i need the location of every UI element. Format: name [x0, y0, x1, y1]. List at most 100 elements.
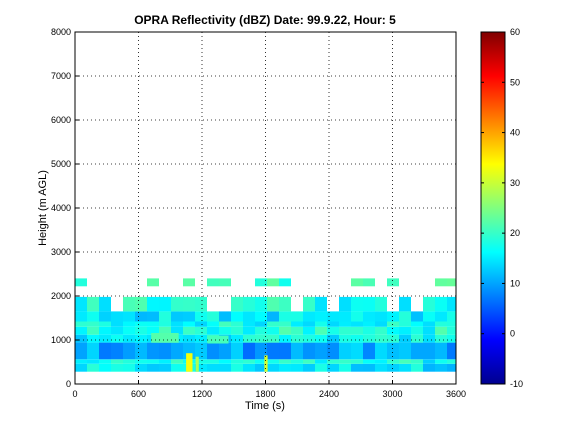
heatmap-cell-band-3 [363, 334, 375, 343]
heatmap-cell-strong-3 [151, 333, 179, 343]
y-tick-label: 8000 [51, 27, 71, 37]
heatmap-cell-band-1 [363, 359, 375, 364]
heatmap-cell-band-6 [75, 311, 87, 322]
heatmap-cell-band-2 [87, 342, 99, 360]
heatmap-cell-band-3 [375, 334, 387, 343]
heatmap-cell-band-0 [267, 363, 279, 372]
heatmap-cell-band-1 [399, 359, 411, 364]
heatmap-cell-band-4 [207, 326, 219, 335]
heatmap-cell-band-6 [183, 311, 195, 322]
heatmap-cell-band-7 [267, 296, 279, 312]
heatmap-cell-band-1 [375, 359, 387, 364]
heatmap-cell-band-5 [243, 321, 255, 327]
heatmap-cell-band-8 [435, 278, 447, 287]
heatmap-cell-band-2 [399, 342, 411, 360]
heatmap-cell-band-1 [111, 359, 123, 364]
heatmap-cell-band-6 [267, 311, 279, 322]
heatmap-cell-band-0 [111, 363, 123, 372]
heatmap-cell-band-0 [135, 363, 147, 372]
y-axis-ticks: 0 1000 2000 3000 4000 5000 6000 7000 8000 [51, 27, 79, 389]
x-axis-label: Time (s) [245, 400, 285, 412]
heatmap-cell-band-0 [99, 363, 111, 372]
heatmap-cell-band-7 [87, 296, 99, 312]
heatmap-cell-band-1 [387, 359, 399, 364]
y-tick-label: 1000 [51, 335, 71, 345]
x-tick-label: 600 [131, 389, 146, 399]
heatmap-cell-band-8 [183, 278, 195, 287]
heatmap-cell-band-0 [207, 363, 219, 372]
heatmap-cell-band-6 [327, 311, 339, 322]
heatmap-cell-band-1 [447, 359, 456, 364]
heatmap-cell-band-4 [291, 326, 303, 335]
heatmap-cell-band-7 [195, 296, 207, 312]
colorbar-ticks: -10 0 10 20 30 40 50 60 [481, 27, 523, 389]
heatmap-cell-band-3 [231, 334, 243, 343]
heatmap-cell-band-7 [279, 296, 291, 312]
heatmap-cell-band-1 [315, 359, 327, 364]
heatmap-cell-strong-0 [186, 353, 193, 372]
heatmap-cell-band-6 [99, 311, 111, 322]
heatmap-cell-band-4 [363, 326, 375, 335]
heatmap-cell-band-0 [255, 363, 267, 372]
heatmap-cell-band-6 [279, 311, 291, 322]
y-tick-label: 5000 [51, 159, 71, 169]
y-tick-label: 3000 [51, 247, 71, 257]
heatmap-cell-band-6 [423, 311, 435, 322]
colorbar-tick-label: 40 [510, 128, 520, 138]
heatmap-cell-band-6 [291, 311, 303, 322]
heatmap-cell-band-5 [219, 321, 231, 327]
heatmap-cell-band-0 [147, 363, 159, 372]
heatmap-cell-band-1 [435, 359, 447, 364]
heatmap-cell-band-2 [435, 342, 447, 360]
heatmap-cell-band-0 [291, 363, 303, 372]
heatmap-cell-band-4 [231, 326, 243, 335]
colorbar-tick-label: 50 [510, 77, 520, 87]
heatmap-cell-band-4 [135, 326, 147, 335]
heatmap-cell-band-4 [75, 326, 87, 335]
heatmap-cell-band-4 [279, 326, 291, 335]
heatmap-cell-band-2 [279, 342, 291, 360]
heatmap-cell-band-5 [135, 321, 147, 327]
heatmap-cell-band-2 [339, 342, 351, 360]
heatmap-cell-band-0 [447, 363, 456, 372]
heatmap-cell-band-2 [363, 342, 375, 360]
heatmap-cell-band-8 [75, 278, 87, 287]
heatmap-cell-band-7 [339, 296, 351, 312]
heatmap-cell-band-3 [339, 334, 351, 343]
heatmap-cell-band-6 [351, 311, 363, 322]
heatmap-cell-band-6 [219, 311, 231, 322]
heatmap-cell-band-4 [183, 326, 195, 335]
heatmap-cell-band-7 [399, 296, 411, 312]
heatmap-cell-band-2 [351, 342, 363, 360]
heatmap-cell-band-5 [399, 321, 411, 327]
heatmap-cell-band-6 [243, 311, 255, 322]
heatmap-cell-band-4 [351, 326, 363, 335]
heatmap-cell-band-2 [375, 342, 387, 360]
heatmap-cell-band-2 [243, 342, 255, 360]
heatmap-cell-band-0 [327, 363, 339, 372]
colorbar-tick-label: 0 [510, 329, 515, 339]
heatmap-cell-band-2 [75, 342, 87, 360]
heatmap-cell-band-1 [279, 359, 291, 364]
x-tick-label: 3600 [446, 389, 466, 399]
heatmap-cell-band-0 [315, 363, 327, 372]
colorbar-tick-label: 30 [510, 178, 520, 188]
heatmap-cell-band-7 [75, 296, 87, 312]
heatmap-cell-band-4 [411, 326, 423, 335]
heatmap-cell-band-4 [243, 326, 255, 335]
heatmap-cell-band-5 [387, 321, 399, 327]
heatmap-cell-band-1 [87, 359, 99, 364]
heatmap-cell-band-5 [99, 321, 111, 327]
heatmap-cell-band-3 [435, 334, 447, 343]
heatmap-cell-band-8 [447, 278, 456, 287]
heatmap-cell-band-1 [195, 359, 207, 364]
heatmap-cell-band-6 [135, 311, 147, 322]
heatmap-cell-band-0 [195, 363, 207, 372]
heatmap-cell-band-7 [183, 296, 195, 312]
heatmap-cell-band-0 [387, 363, 399, 372]
heatmap-cell-band-3 [411, 334, 423, 343]
heatmap-cell-band-2 [327, 342, 339, 360]
heatmap-cell-band-1 [99, 359, 111, 364]
heatmap-cell-band-5 [267, 321, 279, 327]
heatmap-cell-band-6 [195, 311, 207, 322]
